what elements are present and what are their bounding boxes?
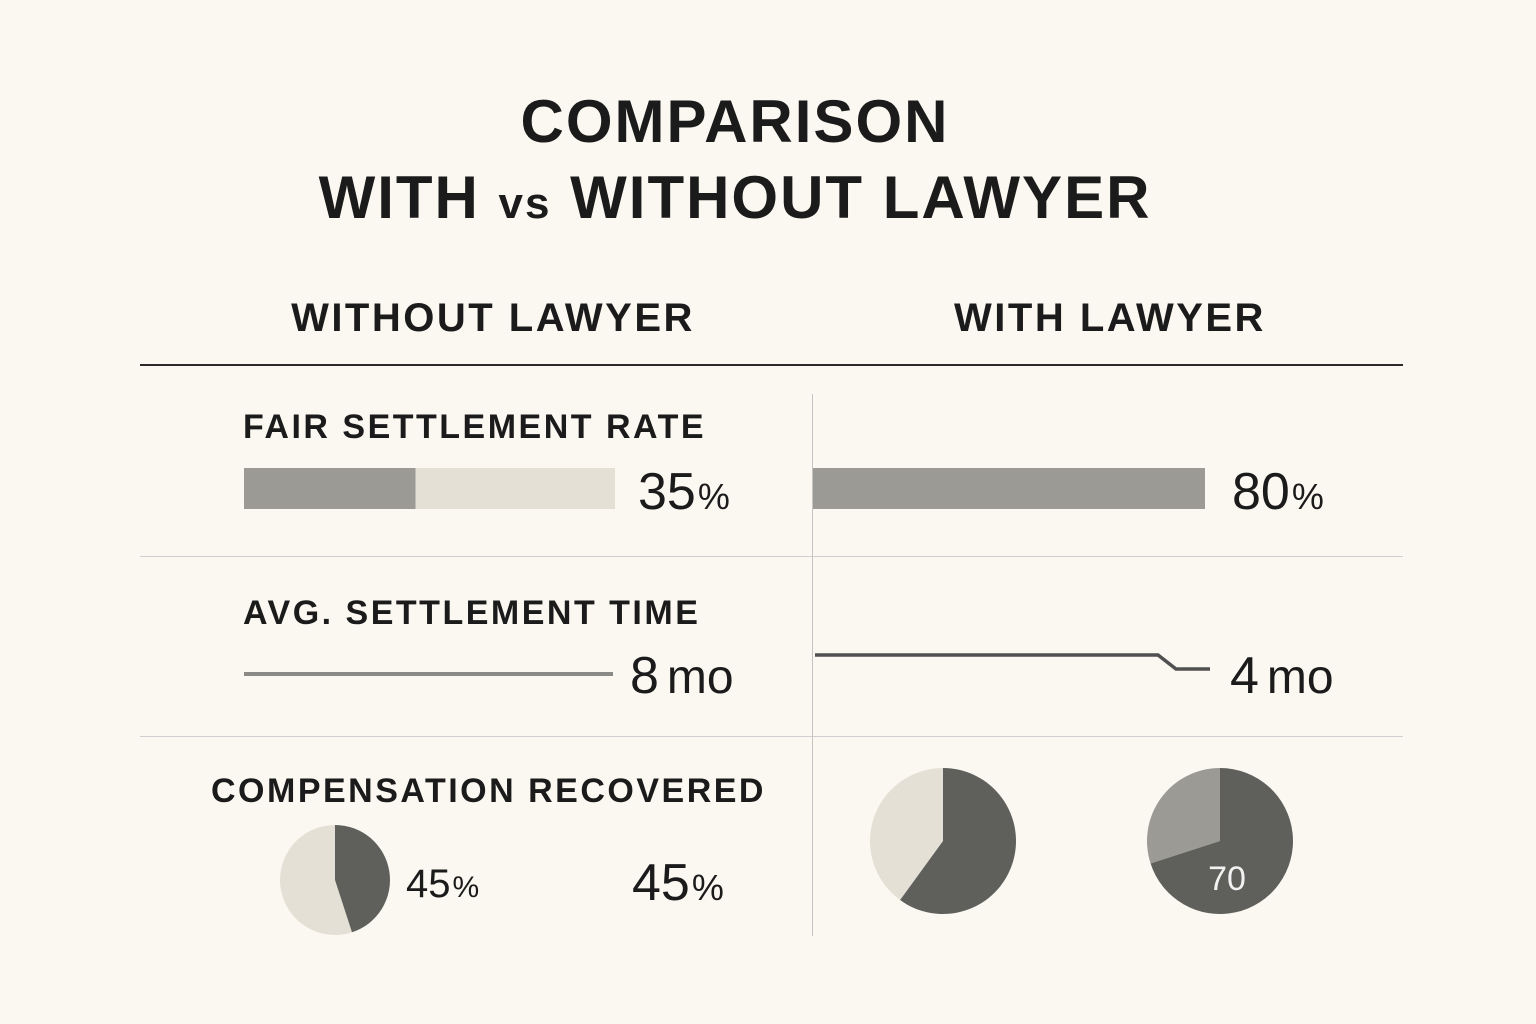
pie-slice-remainder [1147,768,1220,864]
title-without-lawyer: WITHOUT LAWYER [570,164,1152,231]
value-number: 45 [406,862,451,906]
pie-slice-value [1150,768,1294,914]
column-header-with: WITH LAWYER [954,296,1266,340]
value-fair-without: 35% [638,466,730,518]
pie-slice-remainder [869,768,943,901]
column-header-without: WITHOUT LAWYER [291,296,695,340]
value-unit: % [452,871,480,904]
row-divider-2 [140,736,1403,737]
bar-with-lawyer [813,468,1205,509]
bar-without-lawyer [244,468,416,509]
pie-slice-value [900,768,1016,914]
pie-slice-remainder [279,825,352,936]
title-line-1: COMPARISON [520,88,950,155]
value-unit: % [697,476,730,517]
title-line-2: WITH vs WITHOUT LAWYER [0,168,1470,228]
value-number: 80 [1232,463,1290,521]
pie-without-lawyer [279,825,390,936]
value-unit: mo [666,651,734,704]
row-divider-1 [140,556,1403,557]
metric-label-compensation: COMPENSATION RECOVERED [211,772,766,810]
title-with: WITH [318,164,480,231]
metric-label-fair-settlement: FAIR SETTLEMENT RATE [243,408,707,446]
value-number: 35 [638,463,696,521]
time-line-with-lawyer [815,653,1210,671]
header-rule [140,364,1403,366]
value-unit: % [1291,476,1324,517]
pie-slice-value [335,825,390,933]
value-compensation-pie-without: 45% [406,864,479,904]
pie-with-lawyer-2 [1147,768,1294,914]
title-vs: vs [498,179,552,228]
metric-label-settlement-time: AVG. SETTLEMENT TIME [243,594,701,632]
value-time-without: 8 mo [630,650,734,702]
value-compensation-without: 45% [632,857,724,909]
value-number: 8 [630,647,659,705]
value-fair-with: 80% [1232,466,1324,518]
value-unit: % [691,867,724,908]
column-divider [812,394,813,936]
value-number: 4 [1230,647,1259,705]
pie-with-lawyer-1 [869,768,1016,914]
value-unit: mo [1266,651,1334,704]
value-time-with: 4 mo [1230,650,1334,702]
value-number: 45 [632,854,690,912]
pie-with-lawyer-2-label: 70 [1208,860,1246,898]
